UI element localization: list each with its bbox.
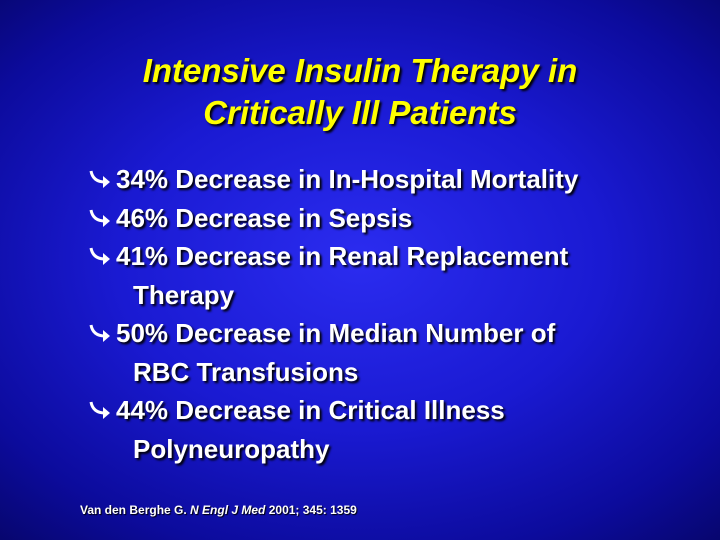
bullet-text-continued: Polyneuropathy <box>133 433 330 464</box>
bullet-text-continued: RBC Transfusions <box>133 356 359 387</box>
citation-details: 2001; 345: 1359 <box>268 503 357 517</box>
bullet-item-polyneuropathy: 44% Decrease in Critical Illness Polyneu… <box>88 391 708 468</box>
bullet-text: 46% Decrease in Sepsis <box>116 202 413 233</box>
bullet-item-sepsis: 46% Decrease in Sepsis <box>88 199 708 238</box>
citation-journal: N Engl J Med <box>190 503 266 517</box>
bullet-item-renal: 41% Decrease in Renal Replacement Therap… <box>88 237 708 314</box>
bullet-text: 41% Decrease in Renal Replacement <box>116 241 569 271</box>
curved-arrow-icon <box>89 401 110 419</box>
bullet-text: 34% Decrease in In-Hospital Mortality <box>116 164 579 194</box>
citation: Van den Berghe G. N Engl J Med 2001; 345… <box>80 503 357 517</box>
citation-author: Van den Berghe G. <box>80 503 187 517</box>
slide-title: Intensive Insulin Therapy in Critically … <box>0 50 720 134</box>
bullet-list: 34% Decrease in In-Hospital Mortality 46… <box>88 160 708 468</box>
bullet-item-mortality: 34% Decrease in In-Hospital Mortality <box>88 160 708 199</box>
bullet-item-transfusions: 50% Decrease in Median Number of RBC Tra… <box>88 314 708 391</box>
curved-arrow-icon <box>89 247 110 265</box>
curved-arrow-icon <box>89 209 110 227</box>
curved-arrow-icon <box>89 324 110 342</box>
bullet-text-continued: Therapy <box>133 279 235 310</box>
title-line-1: Intensive Insulin Therapy in <box>142 52 578 89</box>
curved-arrow-icon <box>89 170 110 188</box>
bullet-text: 50% Decrease in Median Number of <box>116 318 556 348</box>
bullet-text: 44% Decrease in Critical Illness <box>116 395 505 425</box>
title-line-2: Critically Ill Patients <box>203 94 517 131</box>
